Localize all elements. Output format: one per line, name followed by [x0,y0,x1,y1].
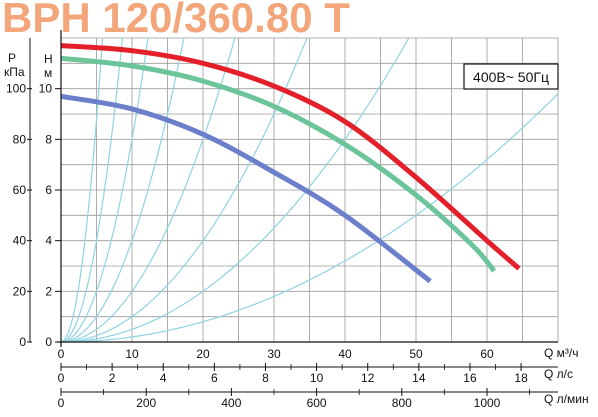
x-ls-tick-label: 14 [412,371,426,385]
x-lmin-tick-label: 800 [392,396,412,410]
x-lmin-tick-label: 200 [136,396,156,410]
system-curve [60,37,185,343]
system-curve [60,37,308,343]
y-left-tick-label: 40 [13,234,27,248]
x-main-tick-label: 40 [338,347,352,361]
x-main-axis-label: Q м³/ч [544,346,579,360]
y-right-tick-label: 10 [39,82,53,96]
x-ls-tick-label: 12 [361,371,375,385]
system-curve [60,37,149,343]
system-curves [60,37,559,343]
y-right-tick-label: 4 [45,234,52,248]
x-main-tick-label: 50 [409,347,423,361]
system-curve [60,37,236,343]
x-ls-tick-label: 0 [58,371,65,385]
x-main-tick-label: 60 [480,347,494,361]
y-left-tick-label: 60 [13,183,27,197]
x-lmin-tick-label: 0 [58,396,65,410]
system-curve [61,37,410,343]
x-ls-tick-label: 6 [211,371,218,385]
y-left-label-unit: кПа [4,65,25,79]
system-curve [60,37,104,343]
pump-curve-red [60,43,521,271]
x-lmin-axis-label: Q л/мин [544,392,589,406]
x-main-tick-label: 30 [267,347,281,361]
x-ls-tick-label: 16 [463,371,477,385]
x-lmin-tick-label: 400 [221,396,241,410]
system-curve [60,37,124,343]
x-ls-tick-label: 2 [109,371,116,385]
pump-curves [60,43,521,284]
y-left-tick-label: 100 [6,82,26,96]
chart-title: BPH 120/360.80 T [2,0,350,41]
y-left-label-symbol: P [8,51,16,65]
y-right-label-symbol: H [44,52,53,66]
x-main-tick-label: 0 [58,347,65,361]
y-right-tick-label: 0 [45,335,52,349]
pump-curve-blue [60,93,432,284]
x-lmin-tick-label: 1000 [474,396,501,410]
x-ls-tick-label: 8 [262,371,269,385]
x-lmin-tick-label: 600 [307,396,327,410]
y-left-tick-label: 80 [13,132,27,146]
voltage-annotation: 400В~ 50Гц [473,69,549,85]
x-ls-tick-label: 4 [160,371,167,385]
pump-curve-green [60,55,497,273]
x-ls-axis-label: Q л/с [544,367,573,381]
y-left-tick-label: 0 [19,335,26,349]
y-right-tick-label: 2 [45,284,52,298]
x-ls-tick-label: 18 [514,371,528,385]
x-main-tick-label: 10 [125,347,139,361]
x-main-tick-label: 20 [196,347,210,361]
annotation-box: 400В~ 50Гц [463,63,559,90]
y-left-tick-label: 20 [13,284,27,298]
system-curve [61,93,559,343]
y-right-tick-label: 8 [45,132,52,146]
y-right-label-unit: м [44,66,52,80]
y-right-tick-label: 6 [45,183,52,197]
x-ls-tick-label: 10 [310,371,324,385]
